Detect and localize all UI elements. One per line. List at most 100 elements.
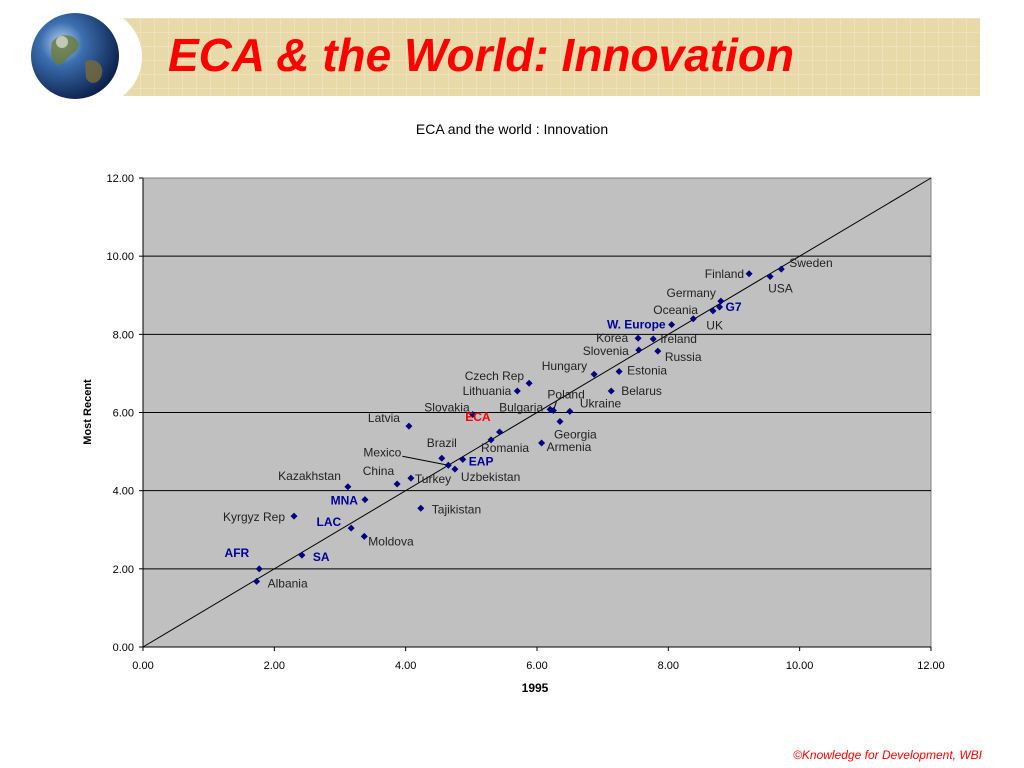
point-label-afr: AFR bbox=[225, 546, 250, 560]
point-label-korea: Korea bbox=[596, 331, 628, 345]
point-label-ukraine: Ukraine bbox=[580, 396, 622, 410]
point-label-sweden: Sweden bbox=[789, 256, 832, 270]
x-tick-label: 12.00 bbox=[917, 660, 945, 672]
data-point-hungary bbox=[590, 370, 598, 378]
y-tick-label: 8.00 bbox=[113, 329, 134, 341]
point-label-georgia: Georgia bbox=[554, 427, 597, 441]
point-label-sa: SA bbox=[313, 550, 330, 564]
data-point-eca bbox=[496, 428, 504, 436]
point-label-mexico: Mexico bbox=[363, 445, 401, 459]
point-label-china: China bbox=[363, 464, 395, 478]
point-label-lac: LAC bbox=[316, 515, 341, 529]
point-label-brazil: Brazil bbox=[427, 436, 457, 450]
data-point-mexico bbox=[444, 461, 452, 469]
y-tick-label: 2.00 bbox=[113, 564, 134, 576]
x-tick-label: 8.00 bbox=[658, 660, 679, 672]
data-point-w-europe bbox=[668, 321, 676, 329]
data-point-mna bbox=[361, 496, 369, 504]
point-label-romania: Romania bbox=[481, 441, 529, 455]
data-point-kyrgyz-rep bbox=[290, 512, 298, 520]
y-axis-label: Most Recent bbox=[82, 379, 94, 445]
point-label-eca: ECA bbox=[465, 410, 491, 424]
data-point-romania bbox=[487, 436, 495, 444]
y-tick-label: 6.00 bbox=[113, 408, 134, 420]
data-point-korea bbox=[634, 334, 642, 342]
chart-title: ECA and the world : Innovation bbox=[415, 121, 609, 137]
data-point-armenia bbox=[538, 439, 546, 447]
data-point-germany bbox=[717, 297, 725, 305]
data-point-kazakhstan bbox=[344, 483, 352, 491]
data-point-brazil bbox=[438, 454, 446, 462]
data-point-ireland bbox=[649, 335, 657, 343]
data-point-bulgaria bbox=[546, 405, 554, 413]
data-point-finland bbox=[745, 270, 753, 278]
data-point-slovenia bbox=[635, 346, 643, 354]
x-tick-label: 6.00 bbox=[526, 660, 547, 672]
point-label-albania: Albania bbox=[268, 576, 308, 590]
data-point-china bbox=[393, 480, 401, 488]
data-point-tajikistan bbox=[417, 504, 425, 512]
footer-credit: ©Knowledge for Development, WBI bbox=[793, 748, 982, 762]
y-tick-label: 10.00 bbox=[106, 251, 134, 263]
header-band bbox=[70, 18, 980, 96]
point-label-moldova: Moldova bbox=[368, 534, 414, 548]
data-point-estonia bbox=[615, 367, 623, 375]
y-tick-label: 0.00 bbox=[113, 642, 134, 654]
y-tick-label: 12.00 bbox=[106, 173, 134, 185]
data-point-usa bbox=[766, 272, 774, 280]
data-point-turkey bbox=[407, 474, 415, 482]
point-label-turkey: Turkey bbox=[415, 472, 451, 486]
point-label-lithuania: Lithuania bbox=[463, 384, 512, 398]
data-point-uzbekistan bbox=[451, 465, 459, 473]
x-axis-label: 1995 bbox=[522, 681, 549, 695]
point-label-kazakhstan: Kazakhstan bbox=[278, 469, 341, 483]
point-label-slovakia: Slovakia bbox=[424, 400, 470, 414]
data-point-eap bbox=[459, 455, 467, 463]
data-point-georgia bbox=[556, 417, 564, 425]
x-tick-label: 10.00 bbox=[786, 660, 814, 672]
data-point-g7 bbox=[716, 303, 724, 311]
data-point-ukraine bbox=[566, 407, 574, 415]
point-label-finland: Finland bbox=[705, 267, 744, 281]
point-label-usa: USA bbox=[768, 281, 793, 295]
data-point-sa bbox=[298, 551, 306, 559]
data-point-lithuania bbox=[513, 387, 521, 395]
leader-line bbox=[402, 455, 449, 466]
point-label-russia: Russia bbox=[665, 350, 702, 364]
data-point-uk bbox=[689, 315, 697, 323]
x-tick-label: 2.00 bbox=[264, 660, 285, 672]
point-label-kyrgyz-rep: Kyrgyz Rep bbox=[223, 510, 285, 524]
point-label-armenia: Armenia bbox=[547, 440, 592, 454]
point-label-hungary: Hungary bbox=[542, 359, 587, 373]
reference-line bbox=[142, 177, 932, 648]
x-tick-label: 0.00 bbox=[132, 660, 153, 672]
globe-icon bbox=[31, 13, 119, 99]
point-label-bulgaria: Bulgaria bbox=[499, 400, 543, 414]
data-point-czech-rep bbox=[525, 379, 533, 387]
data-point-slovakia bbox=[469, 410, 477, 418]
point-label-w-europe: W. Europe bbox=[607, 318, 666, 332]
point-label-slovenia: Slovenia bbox=[583, 344, 629, 358]
data-point-moldova bbox=[360, 532, 368, 540]
point-label-mna: MNA bbox=[331, 494, 359, 508]
data-point-lac bbox=[347, 524, 355, 532]
point-label-uzbekistan: Uzbekistan bbox=[461, 470, 520, 484]
point-label-belarus: Belarus bbox=[621, 384, 662, 398]
data-point-belarus bbox=[607, 387, 615, 395]
point-label-ireland: Ireland bbox=[660, 332, 697, 346]
data-point-oceania bbox=[709, 307, 717, 315]
point-label-uk: UK bbox=[706, 319, 723, 333]
y-tick-label: 4.00 bbox=[113, 486, 134, 498]
x-tick-label: 4.00 bbox=[395, 660, 416, 672]
point-label-poland: Poland bbox=[547, 388, 584, 402]
data-point-sweden bbox=[777, 265, 785, 273]
data-point-latvia bbox=[405, 422, 413, 430]
point-label-latvia: Latvia bbox=[368, 411, 400, 425]
point-label-oceania: Oceania bbox=[653, 303, 698, 317]
slide-title: ECA & the World: Innovation bbox=[168, 29, 795, 81]
point-label-germany: Germany bbox=[667, 286, 716, 300]
point-label-czech-rep: Czech Rep bbox=[465, 369, 525, 383]
data-point-russia bbox=[654, 347, 662, 355]
data-point-albania bbox=[253, 577, 261, 585]
